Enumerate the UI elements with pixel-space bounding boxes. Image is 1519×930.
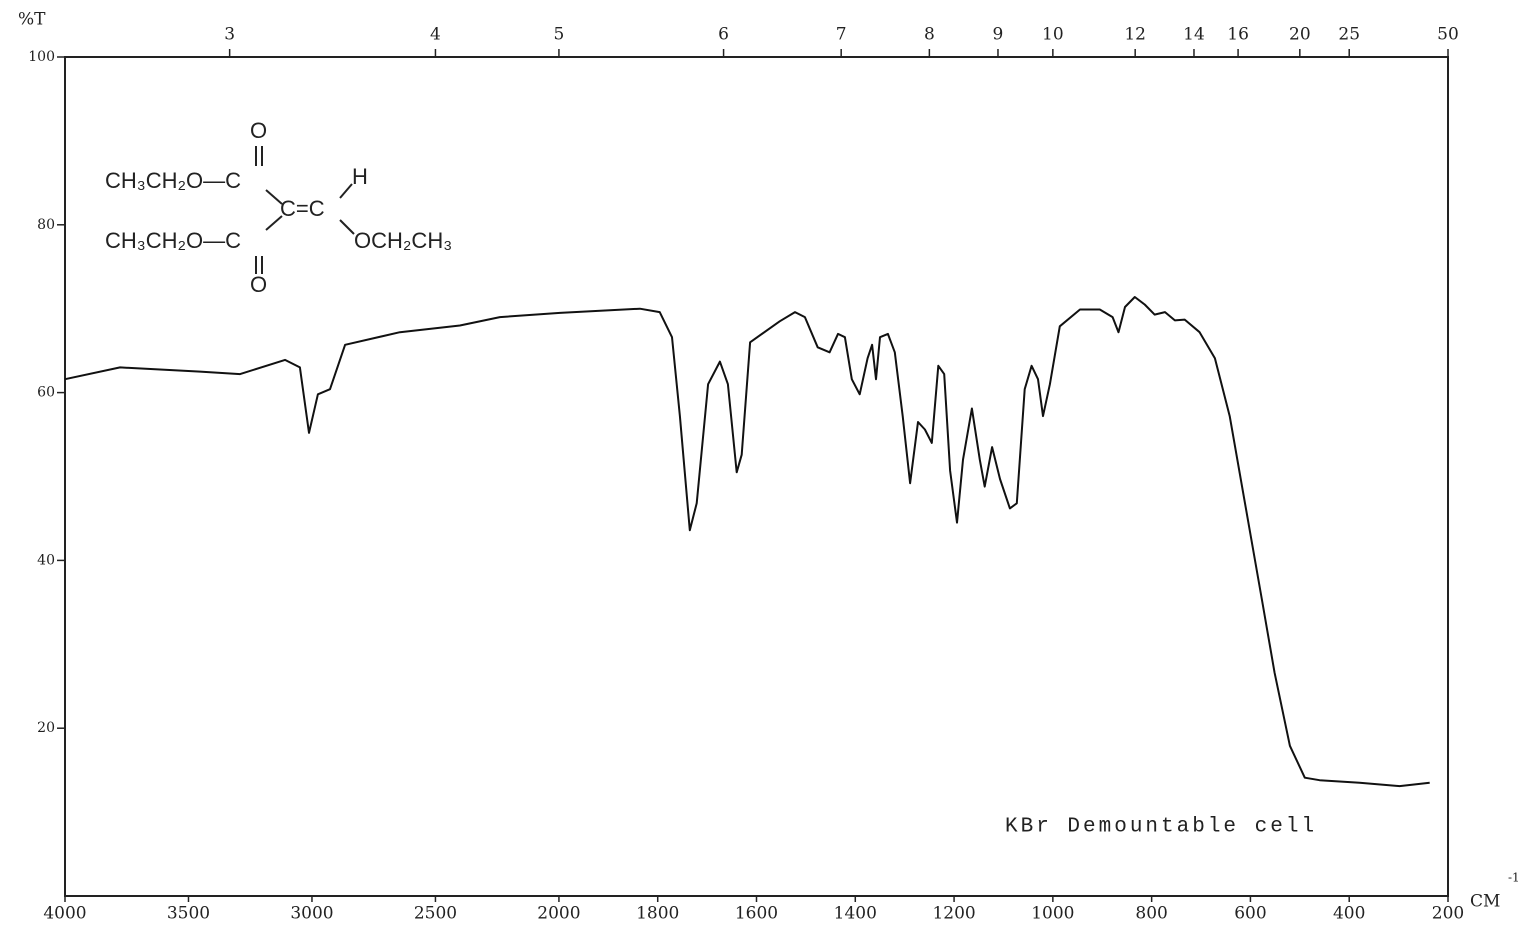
x2-tick-label: 3 — [224, 25, 235, 45]
y-tick-label: 20 — [37, 720, 55, 736]
x2-tick-label: 25 — [1338, 25, 1360, 45]
x2-tick-label: 12 — [1124, 25, 1146, 45]
x2-tick-label: 7 — [836, 25, 847, 45]
x2-tick-label: 20 — [1289, 25, 1311, 45]
x-axis-label: CM — [1470, 892, 1500, 912]
annotation: KBr Demountable cell — [1005, 816, 1317, 839]
bond — [265, 215, 283, 231]
x-tick-label: 1400 — [834, 904, 877, 924]
structure-label: C=C — [280, 196, 325, 221]
x2-tick-label: 8 — [924, 25, 935, 45]
x-tick-label: 2000 — [537, 904, 580, 924]
y-tick-label: 40 — [37, 552, 55, 568]
structure-label: O — [250, 272, 267, 297]
x-tick-label: 1200 — [932, 904, 975, 924]
y-tick-label: 60 — [37, 385, 55, 401]
x-tick-label: 1000 — [1031, 904, 1074, 924]
y-axis-label: %T — [18, 10, 46, 30]
x2-tick-label: 6 — [718, 25, 729, 45]
x-tick-label: 3500 — [167, 904, 210, 924]
x-tick-label: 3000 — [290, 904, 333, 924]
x-tick-label: 600 — [1234, 904, 1266, 924]
bond — [339, 219, 355, 235]
x2-tick-label: 50 — [1437, 25, 1459, 45]
x-tick-label: 800 — [1135, 904, 1167, 924]
structure-label: CH₃CH₂O—C — [105, 228, 241, 253]
x2-tick-label: 10 — [1042, 25, 1064, 45]
structure-label: CH₃CH₂O—C — [105, 168, 241, 193]
x-tick-label: 2500 — [414, 904, 457, 924]
bond — [339, 183, 353, 199]
structure: O CH₃CH₂O—C C=C H OCH₂CH₃ CH₃CH₂O—C O — [105, 118, 452, 297]
x2-tick-label: 5 — [554, 25, 565, 45]
x2-tick-label: 16 — [1227, 25, 1249, 45]
x-tick-label: 4000 — [43, 904, 86, 924]
x-tick-label: 400 — [1333, 904, 1365, 924]
x-tick-label: 1800 — [636, 904, 679, 924]
spectrum-line — [64, 296, 1430, 788]
bond — [265, 189, 283, 205]
y-tick-label: 80 — [37, 217, 55, 233]
x2-tick-label: 9 — [993, 25, 1004, 45]
structure-label: OCH₂CH₃ — [354, 228, 452, 253]
structure-label: H — [352, 164, 368, 189]
x-tick-label: 200 — [1432, 904, 1464, 924]
x2-tick-label: 4 — [430, 25, 441, 45]
y-tick-label: 100 — [28, 49, 55, 65]
x-axis-label-sup: -1 — [1508, 871, 1519, 885]
x-tick-label: 1600 — [735, 904, 778, 924]
structure-label: O — [250, 118, 267, 143]
x2-tick-label: 14 — [1183, 25, 1205, 45]
